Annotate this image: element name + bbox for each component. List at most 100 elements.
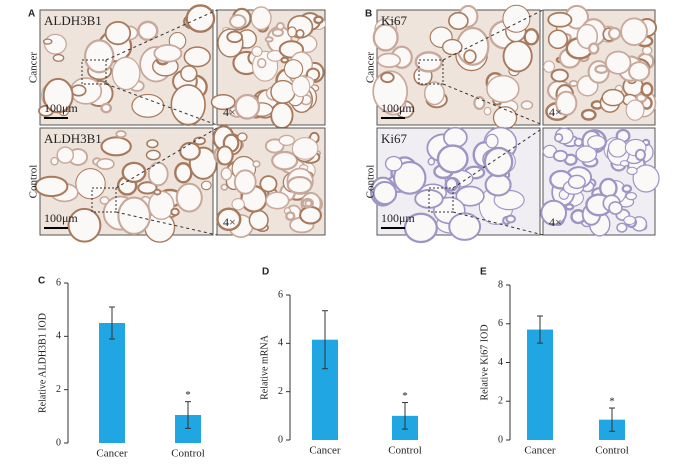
gland — [547, 11, 573, 28]
gland — [436, 144, 469, 174]
gland — [523, 28, 540, 46]
gland — [153, 44, 183, 63]
gland — [131, 93, 165, 118]
gland — [621, 184, 633, 194]
zoom-label: 4× — [223, 105, 236, 119]
error-bar — [185, 401, 191, 429]
y-tick-label: 0 — [278, 434, 283, 445]
gland — [607, 26, 622, 41]
gland — [175, 182, 203, 213]
gland — [564, 203, 575, 211]
stain-label: Ki67 — [381, 13, 408, 28]
x-tick-label: Cancer — [96, 448, 127, 460]
gland — [286, 175, 313, 195]
zoom-line — [452, 127, 544, 189]
gland — [264, 36, 274, 43]
gland — [99, 196, 110, 205]
gland — [619, 160, 630, 167]
gland — [635, 92, 648, 103]
scale-label: 100μm — [44, 101, 78, 115]
gland — [96, 158, 115, 170]
gland — [170, 207, 180, 217]
gland — [608, 201, 623, 215]
gland — [304, 199, 313, 207]
gland — [83, 39, 115, 74]
gland — [441, 38, 463, 56]
gland — [220, 183, 229, 191]
gland — [392, 160, 427, 195]
gland — [376, 52, 402, 68]
gland — [632, 164, 660, 193]
x-tick-label: Control — [171, 448, 205, 460]
gland — [473, 96, 486, 111]
gland — [588, 42, 600, 55]
gland — [628, 61, 651, 82]
micrograph-texture — [212, 125, 324, 238]
gland — [641, 45, 653, 56]
significance-mark: * — [185, 389, 191, 401]
gland — [121, 161, 147, 184]
zoom-label: 4× — [549, 215, 562, 229]
gland — [251, 46, 263, 57]
gland — [220, 167, 233, 181]
gland — [233, 169, 257, 195]
zoom-line — [115, 211, 218, 236]
gland — [271, 150, 299, 171]
gland — [252, 160, 261, 168]
gland — [270, 79, 296, 104]
error-bar — [537, 315, 543, 344]
gland — [145, 149, 161, 161]
gland — [216, 145, 234, 166]
y-tick-label: 4 — [278, 338, 283, 349]
y-tick-label: 2 — [498, 396, 503, 407]
gland — [56, 146, 74, 164]
y-tick-label: 4 — [56, 331, 61, 342]
micrograph-texture — [210, 6, 327, 129]
zoom-line — [442, 9, 544, 61]
error-bar — [322, 310, 328, 370]
gland — [414, 51, 443, 73]
gland — [193, 136, 206, 146]
gland — [147, 161, 169, 187]
gland — [550, 68, 569, 83]
gland — [170, 84, 206, 126]
zoom-box — [91, 187, 117, 213]
gland — [34, 175, 69, 198]
gland — [180, 65, 198, 83]
y-tick-label: 0 — [56, 437, 61, 448]
gland — [543, 60, 556, 73]
gland — [216, 207, 242, 232]
y-tick-label: 6 — [278, 289, 283, 300]
gland — [455, 185, 485, 207]
gland — [174, 162, 193, 184]
gland — [201, 180, 212, 191]
gland — [605, 50, 632, 75]
gland — [444, 176, 459, 192]
gland — [146, 139, 159, 149]
gland — [601, 88, 625, 107]
gland — [115, 130, 127, 139]
gland — [625, 191, 638, 201]
gland — [100, 136, 132, 157]
gland — [380, 71, 395, 84]
gland — [183, 46, 211, 68]
gland — [427, 157, 436, 166]
gland — [257, 57, 267, 69]
y-axis-label: Relative ALDH3B1 IOD — [37, 313, 48, 413]
gland — [153, 188, 162, 196]
stain-label: Ki67 — [381, 131, 408, 146]
y-tick-label: 4 — [498, 357, 503, 368]
panel-label: C — [38, 276, 45, 287]
gland — [104, 21, 132, 46]
zoom-label: 4× — [223, 215, 236, 229]
micrograph-texture — [369, 126, 525, 244]
gland — [505, 214, 516, 224]
gland — [278, 134, 296, 146]
row-label: Cancer — [365, 52, 377, 83]
gland — [587, 135, 606, 150]
gland — [265, 191, 290, 210]
gland — [372, 70, 409, 113]
zoom-box — [81, 59, 107, 85]
gland — [285, 211, 296, 221]
